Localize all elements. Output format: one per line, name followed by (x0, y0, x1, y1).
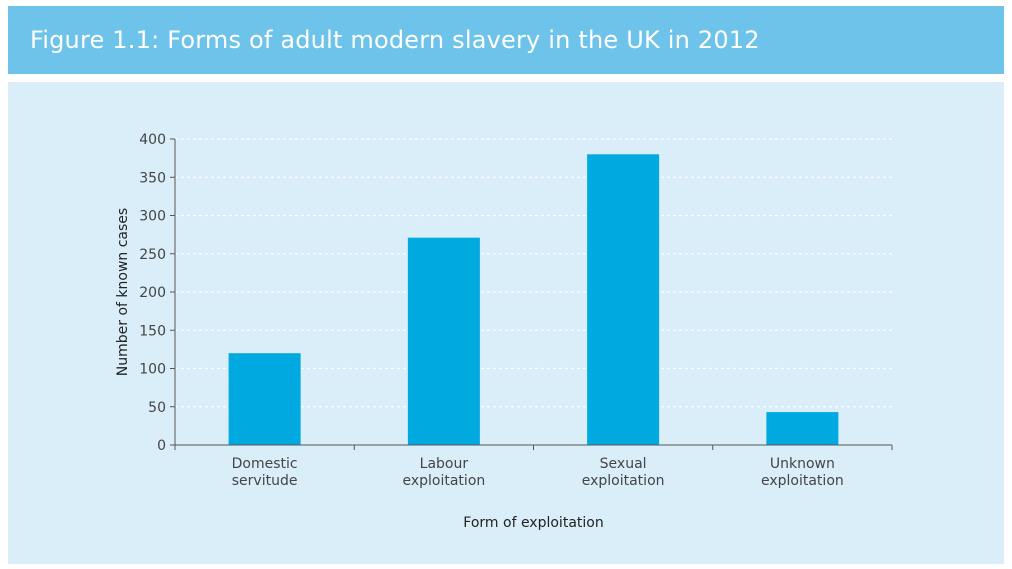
y-tick-label-100: 100 (139, 362, 166, 378)
y-tick-label-0: 0 (157, 438, 166, 454)
figure-title: Figure 1.1: Forms of adult modern slaver… (30, 26, 760, 54)
x-tick-label-1-line-0: Labour (420, 456, 469, 472)
bar-0 (228, 353, 301, 445)
y-tick-labels: 0 50 100 150 200 250 300 350 400 (139, 132, 166, 454)
bar-3 (766, 412, 839, 445)
y-tick-label-200: 200 (139, 285, 166, 301)
y-tick-label-150: 150 (139, 323, 166, 339)
y-tick-label-50: 50 (148, 400, 166, 416)
x-tick-label-3-line-0: Unknown (770, 456, 835, 472)
axes (170, 138, 893, 450)
bar-2 (587, 154, 660, 446)
x-tick-label-0-line-0: Domestic (232, 456, 298, 472)
x-tick-label-3-line-1: exploitation (761, 473, 844, 489)
x-tick-label-1: Labour exploitation (402, 456, 485, 489)
y-axis-label: Number of known cases (115, 208, 131, 376)
x-tick-label-3: Unknown exploitation (761, 456, 844, 489)
y-tick-label-300: 300 (139, 209, 166, 225)
y-tick-label-400: 400 (139, 132, 166, 148)
figure-title-bar: Figure 1.1: Forms of adult modern slaver… (8, 6, 1004, 74)
chart-panel (8, 82, 1004, 564)
x-tick-label-0: Domestic servitude (232, 456, 298, 489)
x-tick-label-2-line-1: exploitation (582, 473, 665, 489)
y-tick-label-350: 350 (139, 170, 166, 186)
bar-1 (407, 237, 480, 445)
x-tick-label-0-line-1: servitude (232, 473, 298, 489)
bars (228, 154, 839, 446)
x-axis-label: Form of exploitation (463, 515, 603, 531)
x-tick-label-1-line-1: exploitation (402, 473, 485, 489)
x-tick-label-2: Sexual exploitation (582, 456, 665, 489)
x-tick-label-2-line-0: Sexual (600, 456, 647, 472)
y-tick-label-250: 250 (139, 247, 166, 263)
